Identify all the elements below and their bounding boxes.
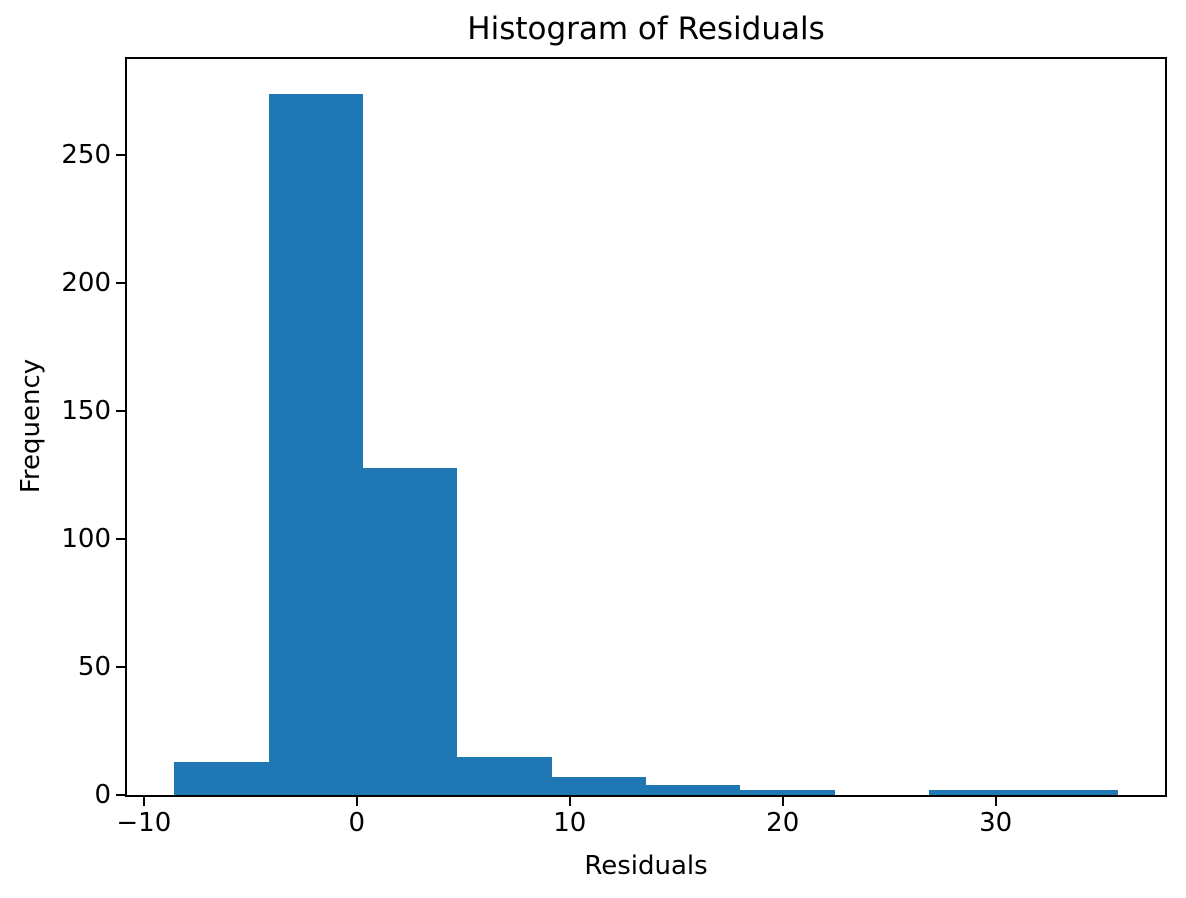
x-tick-label: 0 [348, 808, 366, 838]
y-tick-label: 0 [94, 780, 111, 810]
histogram-bar [174, 762, 269, 795]
histogram-bar [457, 757, 552, 795]
histogram-bar [552, 777, 646, 795]
y-tick-label: 150 [61, 396, 111, 427]
y-tick-mark [116, 410, 125, 413]
histogram-bar [740, 790, 835, 795]
histogram-bar [929, 790, 1023, 795]
y-tick-mark [116, 538, 125, 541]
histogram-bar [1023, 790, 1118, 795]
x-tick-label: 20 [766, 808, 800, 838]
x-tick-mark [781, 797, 784, 806]
y-axis: 0 50 100 150 200 250 [0, 59, 125, 808]
chart-title: Histogram of Residuals [467, 11, 825, 47]
y-tick-label: 100 [61, 524, 111, 555]
y-tick-mark [116, 794, 125, 796]
x-tick-label: −10 [116, 808, 172, 838]
y-tick-mark [116, 154, 125, 157]
x-tick-mark [568, 797, 571, 806]
histogram-bar [646, 785, 740, 795]
x-tick-mark [994, 797, 997, 806]
y-tick-label: 50 [77, 652, 111, 683]
x-tick-label: 10 [553, 808, 587, 838]
y-tick-mark [116, 282, 125, 285]
y-tick-label: 250 [61, 140, 111, 171]
x-axis-label: Residuals [584, 851, 708, 881]
y-tick-mark [116, 666, 125, 669]
y-tick-label: 200 [61, 268, 111, 299]
x-tick-mark [355, 797, 358, 806]
histogram-bar [363, 468, 457, 795]
x-tick-mark [142, 797, 145, 806]
y-axis-label: Frequency [16, 358, 46, 494]
histogram-bar [269, 94, 363, 795]
x-axis: −10 0 10 20 30 [116, 797, 1165, 842]
plot-area [125, 57, 1167, 797]
x-tick-label: 30 [979, 808, 1013, 838]
